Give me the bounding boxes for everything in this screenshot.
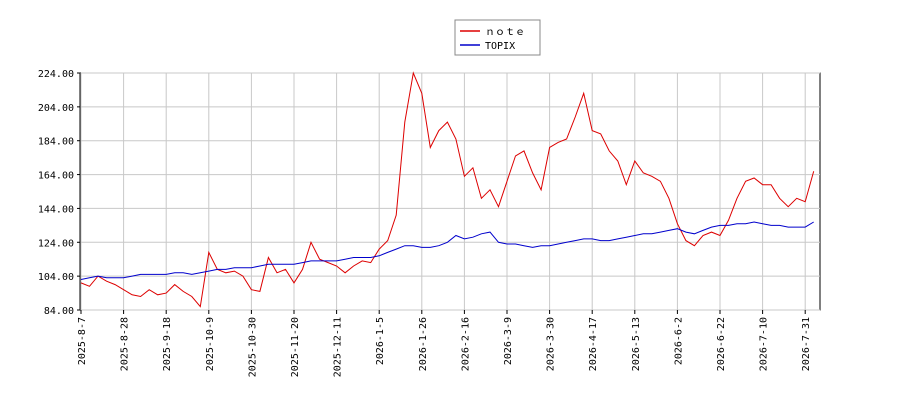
x-tick-label: 2026-3-30 <box>546 317 557 371</box>
y-tick-label: 224.00 <box>38 69 74 80</box>
y-tick-label: 204.00 <box>38 103 74 114</box>
x-tick-label: 2025-12-11 <box>333 317 344 377</box>
x-tick-label: 2026-4-17 <box>588 317 599 371</box>
legend: ｎｏｔｅ TOPIX <box>454 19 541 56</box>
x-tick-label: 2025-8-28 <box>120 317 131 371</box>
y-tick-label: 84.00 <box>44 306 74 317</box>
y-tick-label: 184.00 <box>38 137 74 148</box>
x-tick-label: 2025-8-7 <box>77 317 88 365</box>
y-tick-label: 124.00 <box>38 238 74 249</box>
x-tick-label: 2026-7-31 <box>801 317 812 371</box>
legend-box <box>454 19 541 56</box>
y-tick-label: 144.00 <box>38 204 74 215</box>
x-tick-label: 2026-6-2 <box>673 317 684 365</box>
legend-label: ｎｏｔｅ <box>485 27 525 38</box>
x-tick-label: 2025-10-30 <box>247 317 258 377</box>
x-tick-label: 2026-6-22 <box>716 317 727 371</box>
y-tick-label: 104.00 <box>38 272 74 283</box>
series-line <box>80 221 814 280</box>
x-tick-label: 2025-11-20 <box>290 317 301 377</box>
legend-label: TOPIX <box>485 41 515 52</box>
x-tick-label: 2026-7-10 <box>759 317 770 371</box>
x-tick-label: 2026-3-9 <box>503 317 514 365</box>
x-tick-label: 2026-5-13 <box>631 317 642 371</box>
x-tick-label: 2026-1-26 <box>418 317 429 371</box>
x-tick-label: 2026-1-5 <box>375 317 386 365</box>
x-tick-label: 2026-2-16 <box>460 317 471 371</box>
series-line <box>80 71 815 308</box>
y-tick-label: 164.00 <box>38 171 74 182</box>
x-tick-label: 2025-9-18 <box>162 317 173 371</box>
x-tick-label: 2025-10-9 <box>205 317 216 371</box>
